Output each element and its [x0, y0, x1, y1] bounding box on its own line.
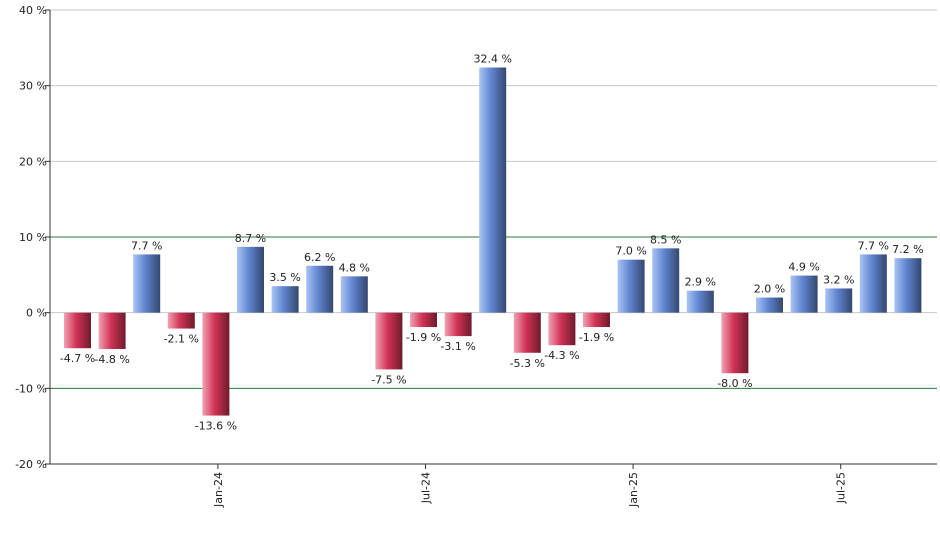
- bar: [410, 312, 437, 328]
- x-tick-label: Jul-25: [835, 472, 848, 504]
- bar: [617, 259, 645, 313]
- data-label: -4.7 %: [60, 352, 95, 365]
- y-tick-label: -20 %: [15, 458, 47, 471]
- bar: [375, 312, 403, 370]
- data-label: 2.9 %: [685, 276, 716, 289]
- bar: [167, 312, 195, 329]
- bar: [825, 288, 853, 313]
- bar: [652, 248, 680, 313]
- data-label: 2.0 %: [754, 283, 785, 296]
- data-labels: -4.7 % -4.8 % 7.7 % -2.1 % -13.6 % 8.7 % 3.5 %…: [60, 53, 924, 433]
- data-label: 3.2 %: [823, 273, 854, 286]
- y-tick-label: 0 %: [26, 307, 47, 320]
- x-tick-label: Jul-24: [420, 472, 433, 504]
- y-tick-label: -10 %: [15, 382, 47, 395]
- y-tick-label: 20 %: [19, 155, 47, 168]
- bar: [548, 312, 576, 346]
- bar: [98, 312, 126, 349]
- bar: [583, 312, 610, 328]
- data-label: -2.1 %: [164, 333, 199, 346]
- bar: [790, 275, 818, 313]
- bar: [271, 286, 299, 313]
- bar: [133, 254, 161, 313]
- y-tick-label: 30 %: [19, 80, 47, 93]
- y-tick-label: 40 %: [19, 4, 47, 17]
- bar: [756, 297, 783, 313]
- bar: [237, 246, 264, 313]
- data-label: 32.4 %: [473, 53, 511, 66]
- x-axis-ticks: Jan-24 Jul-24 Jan-25 Jul-25: [212, 464, 848, 508]
- bars: [64, 67, 922, 416]
- axes: [49, 10, 937, 465]
- data-label: 4.9 %: [788, 261, 819, 274]
- data-label: -1.9 %: [406, 331, 441, 344]
- data-label: 3.5 %: [269, 271, 300, 284]
- data-label: 7.2 %: [892, 243, 923, 256]
- bar: [686, 290, 714, 313]
- data-label: -5.3 %: [510, 357, 545, 370]
- data-label: 7.7 %: [858, 239, 889, 252]
- data-label: 4.8 %: [339, 261, 370, 274]
- data-label: -8.0 %: [717, 377, 752, 390]
- data-label: -4.8 %: [94, 353, 129, 366]
- data-label: -3.1 %: [440, 340, 475, 353]
- bar: [64, 312, 91, 349]
- y-tick-label: 10 %: [19, 231, 47, 244]
- bar: [513, 312, 541, 353]
- bar: [202, 312, 230, 416]
- data-label: 7.0 %: [615, 245, 646, 258]
- bar: [479, 67, 507, 313]
- data-label: -1.9 %: [579, 331, 614, 344]
- bar: [306, 265, 334, 313]
- data-label: -4.3 %: [544, 349, 579, 362]
- bar: [894, 258, 922, 313]
- bar: [444, 312, 472, 337]
- x-tick-label: Jan-24: [212, 472, 225, 508]
- bar: [340, 276, 368, 313]
- data-label: 8.5 %: [650, 233, 681, 246]
- data-label: -7.5 %: [371, 373, 406, 386]
- bar: [859, 254, 887, 313]
- bar: [721, 312, 749, 374]
- y-axis-ticks: 40 % 30 % 20 % 10 % 0 % -10 % -20 %: [15, 4, 50, 471]
- data-label: 7.7 %: [131, 239, 162, 252]
- x-tick-label: Jan-25: [627, 472, 640, 508]
- data-label: 8.7 %: [235, 232, 266, 245]
- data-label: -13.6 %: [195, 420, 237, 433]
- data-label: 6.2 %: [304, 251, 335, 264]
